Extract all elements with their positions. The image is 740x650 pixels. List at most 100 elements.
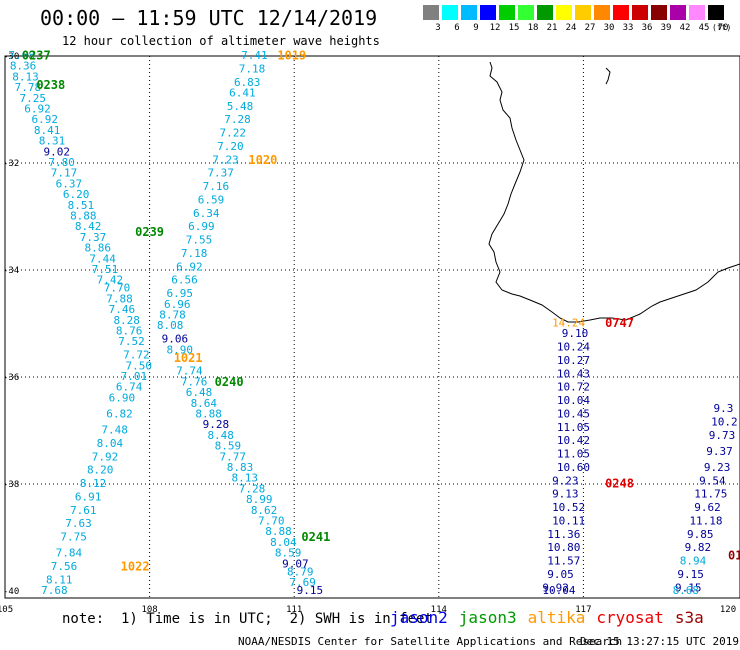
swh-value: 7.18 xyxy=(181,247,208,260)
swh-value: 8.59 xyxy=(275,547,302,560)
swh-value: 8.76 xyxy=(116,325,143,338)
swh-value: 7.17 xyxy=(51,167,78,180)
swh-value: 9.73 xyxy=(709,429,736,442)
swh-value: 8.12 xyxy=(80,477,107,490)
swh-value: 7.37 xyxy=(207,167,234,180)
graticule xyxy=(5,56,740,598)
colorbar-unit: (ft) xyxy=(712,23,732,32)
swh-value: 7.76 xyxy=(181,375,208,388)
lat-tick-label: -40 xyxy=(3,587,19,597)
colorbar-swatch xyxy=(442,5,458,20)
swh-value: 6.34 xyxy=(193,207,220,220)
colorbar-label: 27 xyxy=(584,23,596,33)
swh-value: 8.11 xyxy=(46,573,73,586)
colorbar-swatch xyxy=(575,5,591,20)
swh-value: 8.88 xyxy=(70,210,97,223)
swh-value: 9.23 xyxy=(552,474,579,487)
swh-value: 10.72 xyxy=(557,381,590,394)
colorbar-label: 42 xyxy=(679,23,691,33)
swh-value: 7.37 xyxy=(80,231,107,244)
colorbar-swatch xyxy=(651,5,667,20)
colorbar-label: 24 xyxy=(565,23,577,33)
lat-tick-label: -36 xyxy=(3,373,19,383)
swh-value: 6.48 xyxy=(186,386,213,399)
colorbar-label: 30 xyxy=(603,23,615,33)
colorbar-swatch xyxy=(594,5,610,20)
track-label-jason3: 0241 xyxy=(301,530,330,544)
swh-value: 9.15 xyxy=(297,584,324,597)
colorbar-swatch xyxy=(708,5,724,20)
swh-value: 11.36 xyxy=(547,528,580,541)
swh-value: 8.28 xyxy=(113,314,140,327)
colorbar-label: 33 xyxy=(622,23,634,33)
swh-value: 5.48 xyxy=(227,100,254,113)
page-subtitle: 12 hour collection of altimeter wave hei… xyxy=(62,34,380,48)
swh-value: 8.04 xyxy=(270,536,297,549)
colorbar-swatch xyxy=(689,5,705,20)
swh-value: 8.94 xyxy=(680,555,707,568)
map-frame xyxy=(4,55,740,599)
swh-value: 7.74 xyxy=(176,365,203,378)
lon-tick-label: 117 xyxy=(575,605,591,615)
colorbar-swatch xyxy=(499,5,515,20)
swh-value: 9.10 xyxy=(562,327,589,340)
swh-value: 8.20 xyxy=(87,464,114,477)
colorbar-swatch xyxy=(670,5,686,20)
swh-value: 7.18 xyxy=(239,62,266,75)
swh-value: 11.05 xyxy=(557,421,590,434)
track-label-cryosat: 0747 xyxy=(605,316,634,330)
colorbar-swatch xyxy=(632,5,648,20)
swh-value: 6.92 xyxy=(24,103,50,116)
swh-value: 8.31 xyxy=(39,135,66,148)
lon-tick-label: 105 xyxy=(0,605,13,615)
swh-value: 11.75 xyxy=(694,488,727,501)
swh-value: 8.99 xyxy=(246,493,273,506)
swh-value: 6.91 xyxy=(75,490,102,503)
swh-value: 7.16 xyxy=(203,180,230,193)
colorbar-swatch xyxy=(537,5,553,20)
swh-value: 6.59 xyxy=(198,193,225,206)
swh-value: 10.60 xyxy=(557,461,590,474)
colorbar-label: 18 xyxy=(527,23,539,33)
swh-value: 6.56 xyxy=(171,274,198,287)
wave-height-observations: 7.688.368.137.787.256.926.928.418.319.02… xyxy=(8,49,737,597)
swh-value: 7.23 xyxy=(212,153,239,166)
lat-tick-label: -32 xyxy=(3,159,19,169)
swh-value: 8.04 xyxy=(97,437,124,450)
swh-value: 9.05 xyxy=(547,568,574,581)
swh-value: 8.59 xyxy=(215,440,242,453)
track-label-jason3: 0237 xyxy=(22,49,51,63)
swh-value: 10.04 xyxy=(542,584,575,597)
swh-value: 8.79 xyxy=(287,565,314,578)
swh-value: 8.68 xyxy=(673,584,700,597)
swh-value: 8.51 xyxy=(68,199,95,212)
swh-value: 6.83 xyxy=(234,76,261,89)
swh-value: 7.42 xyxy=(97,274,124,287)
swh-value: 7.50 xyxy=(126,359,153,372)
swh-value: 14.24 xyxy=(552,317,585,330)
track-label-jason3: 0240 xyxy=(215,375,244,389)
swh-value: 8.83 xyxy=(227,461,254,474)
track-label-cryosat: 0248 xyxy=(605,477,634,491)
swh-value: 8.13 xyxy=(12,70,39,83)
lon-tick-label: 111 xyxy=(286,605,302,615)
swh-value: 10.45 xyxy=(557,407,590,420)
swh-value: 6.37 xyxy=(56,177,83,190)
swh-value: 7.68 xyxy=(41,584,68,597)
swh-value: 9.92 xyxy=(542,581,569,594)
lat-tick-label: -38 xyxy=(3,480,19,490)
swh-value: 8.13 xyxy=(232,472,258,485)
colorbar-label: 15 xyxy=(508,23,520,33)
swh-value: 7.69 xyxy=(289,576,316,589)
swh-value: 9.82 xyxy=(685,541,712,554)
swh-value: 7.70 xyxy=(258,514,285,527)
track-labels: 0237 0238 0239 0240 0241 1019 1020 1021 1022 0747… xyxy=(22,49,740,574)
swh-value: 8.88 xyxy=(195,407,222,420)
swh-value: 6.74 xyxy=(116,381,143,394)
swh-value: 6.41 xyxy=(229,86,256,99)
colorbar-label: 3 xyxy=(435,23,441,33)
swh-value: 7.56 xyxy=(51,560,78,573)
swh-value: 6.99 xyxy=(188,220,215,233)
swh-value: 7.22 xyxy=(219,127,246,140)
